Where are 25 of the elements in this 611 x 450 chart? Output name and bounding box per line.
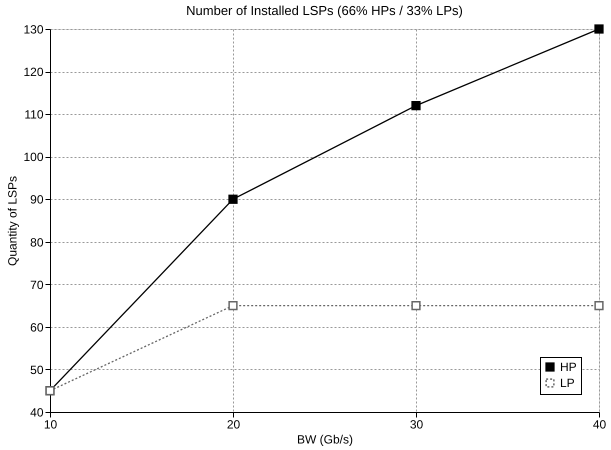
point	[228, 194, 238, 204]
point	[228, 300, 238, 310]
legend-label: LP	[560, 376, 575, 390]
point	[594, 24, 604, 34]
y-tick-label: 70	[30, 278, 44, 292]
y-tick-label: 100	[23, 150, 44, 164]
chart-title: Number of Installed LSPs (66% HPs / 33% LPs)	[186, 3, 463, 18]
y-tick-label: 80	[30, 235, 44, 250]
y-axis-title: Quantity of LSPs	[5, 176, 20, 266]
y-tick-label: 110	[24, 108, 44, 122]
y-tick-label: 50	[30, 362, 44, 377]
point	[594, 300, 604, 310]
y-tick-label: 120	[23, 65, 44, 80]
y-tick-label: 130	[23, 22, 44, 36]
x-tick-label: 40	[592, 418, 606, 432]
x-axis-title: BW (Gb/s)	[297, 432, 353, 446]
point	[411, 300, 421, 310]
y-tick-label: 60	[30, 320, 44, 334]
y-tick-label: 40	[30, 406, 44, 420]
x-tick-label: 10	[44, 418, 58, 432]
y-tick-label: 90	[30, 192, 44, 207]
legend-label: HP	[560, 360, 577, 374]
point	[411, 100, 421, 110]
x-tick-label: 20	[226, 418, 240, 432]
x-tick-label: 30	[410, 418, 424, 432]
